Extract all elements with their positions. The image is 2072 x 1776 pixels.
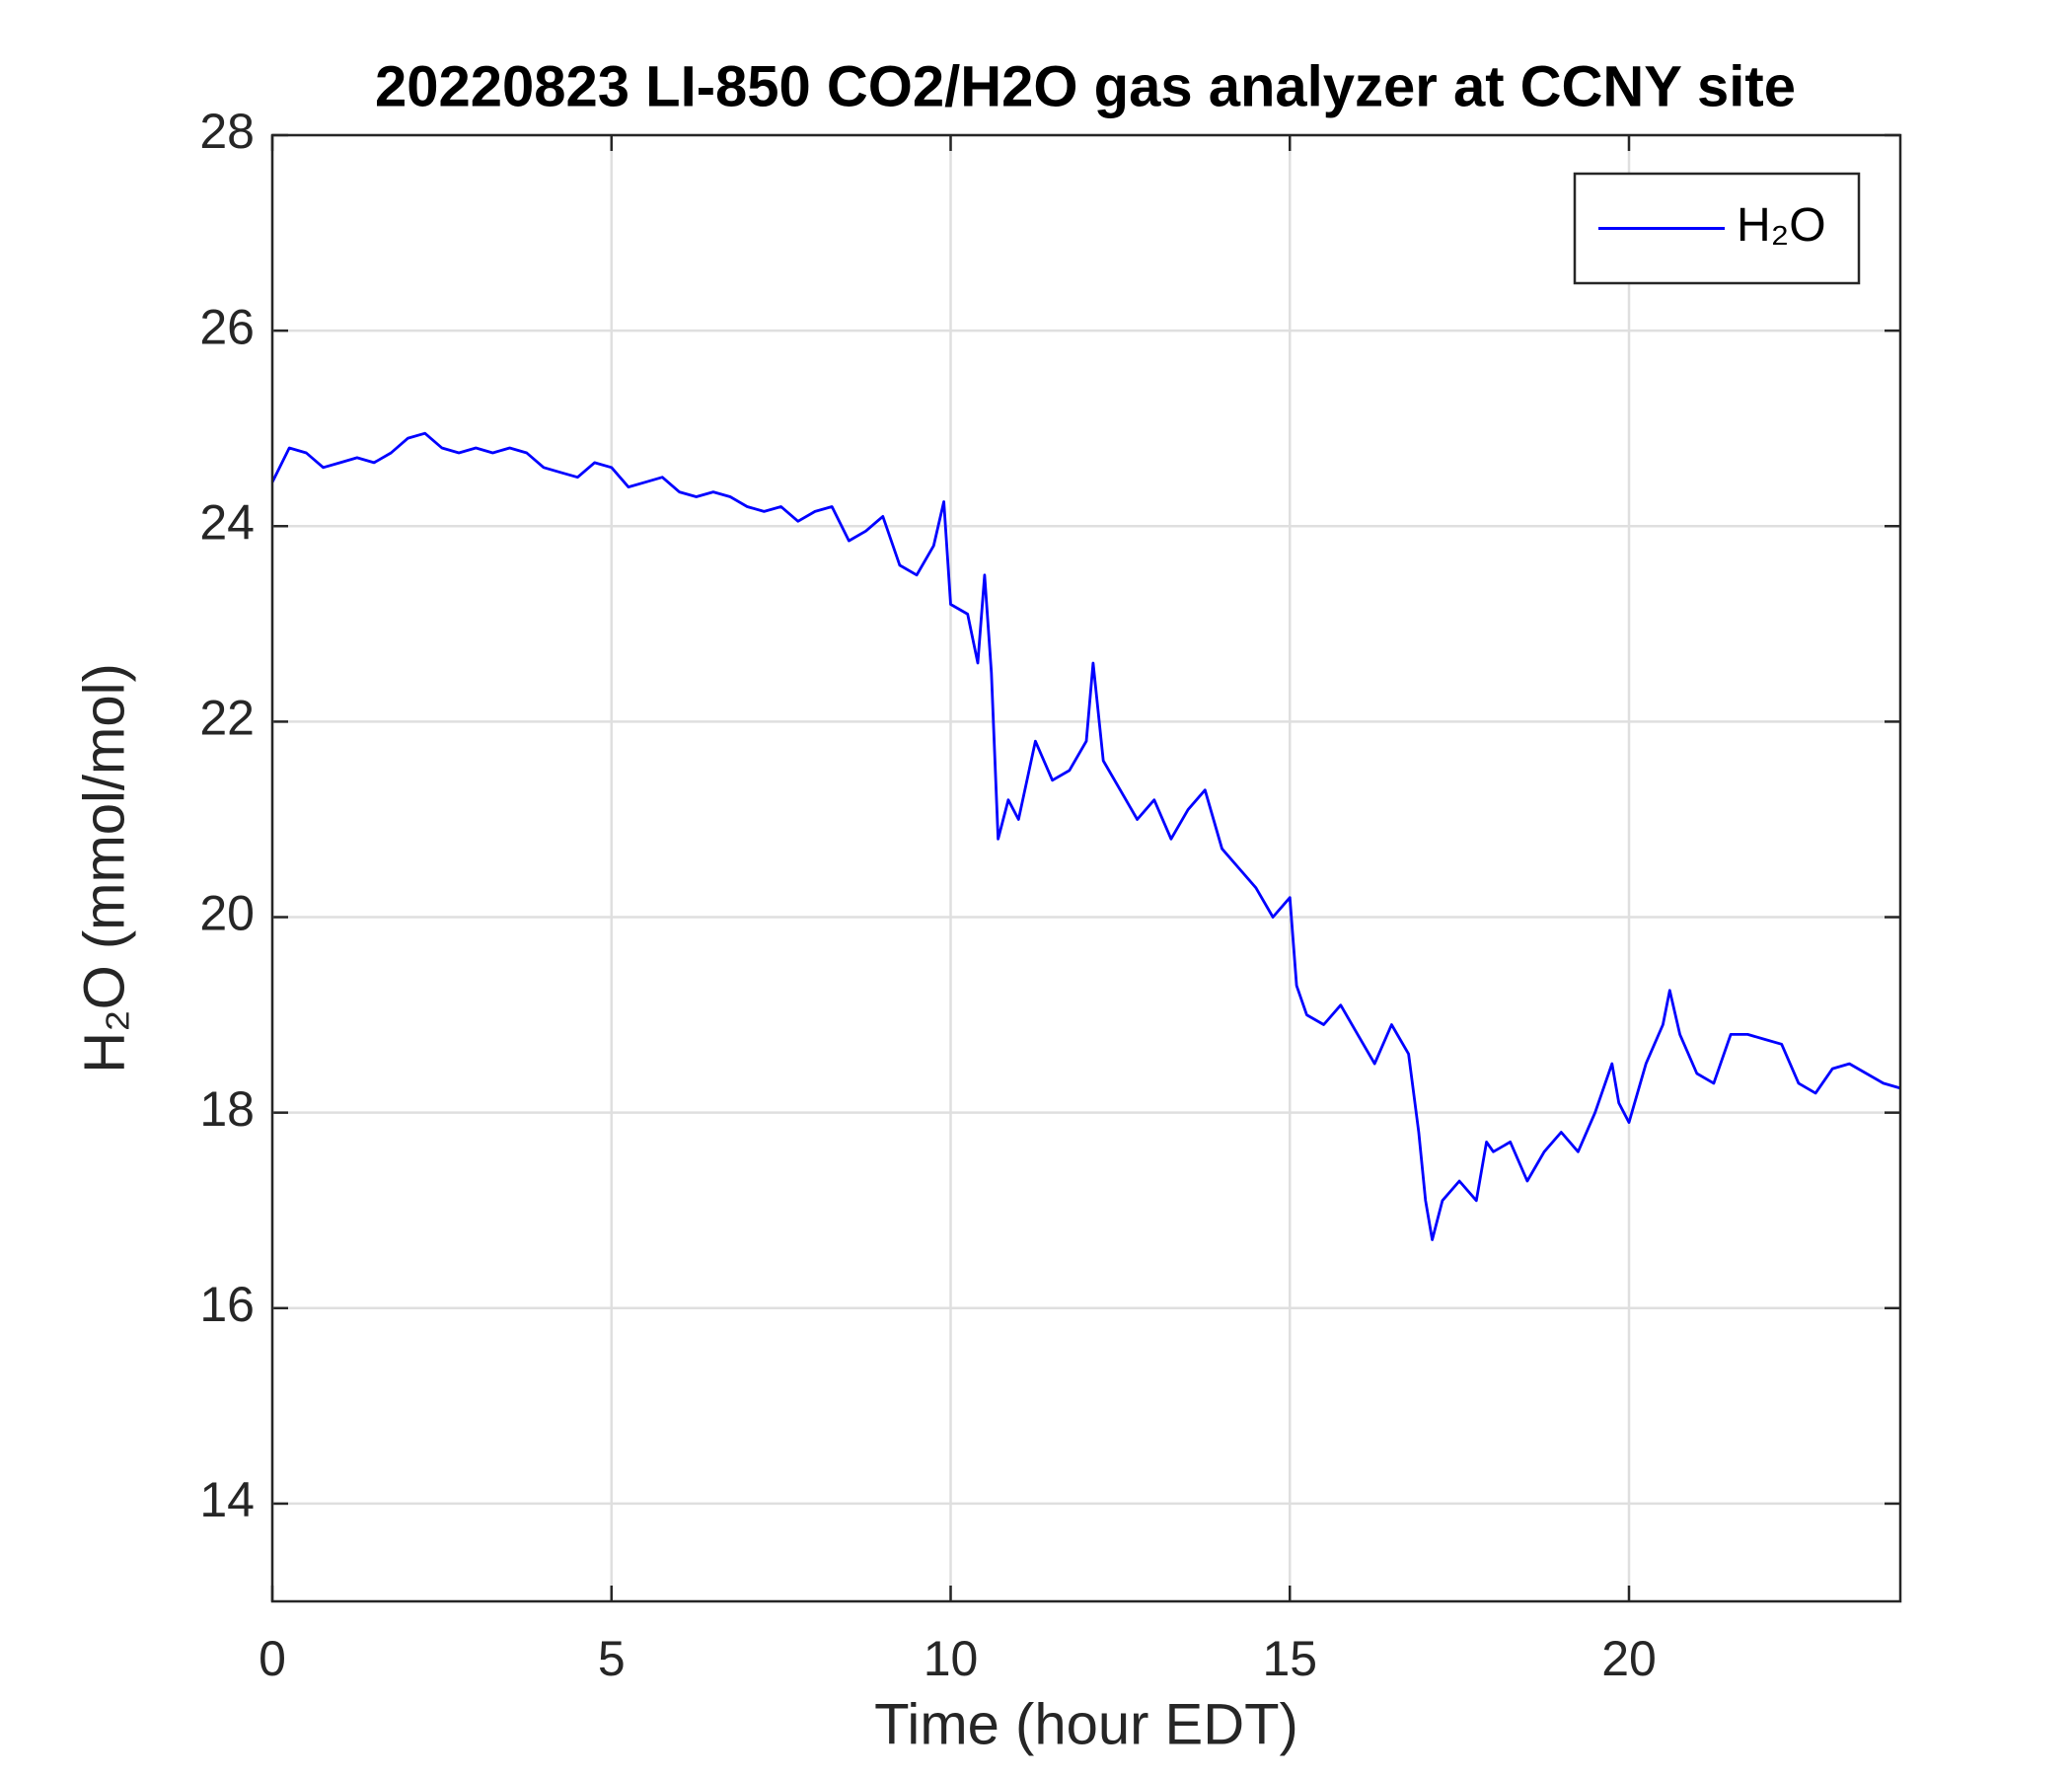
y-axis-label: H₂O (mmol/mol): [72, 663, 136, 1073]
x-tick-label: 0: [259, 1631, 286, 1686]
y-tick-label: 26: [199, 299, 255, 354]
y-tick-label: 28: [199, 104, 255, 159]
plot-area: [272, 135, 1900, 1601]
x-tick-label: 5: [598, 1631, 626, 1686]
y-tick-label: 14: [199, 1472, 255, 1527]
y-tick-label: 20: [199, 886, 255, 941]
axes-frame: [270, 133, 1902, 1603]
x-tick-label: 10: [924, 1631, 979, 1686]
x-tick-label: 20: [1601, 1631, 1657, 1686]
y-tick-label: 24: [199, 494, 255, 550]
y-tick-label: 18: [199, 1081, 255, 1137]
y-tick-label: 22: [199, 691, 255, 746]
x-axis-label: Time (hour EDT): [874, 1692, 1298, 1756]
data-line: [270, 431, 1901, 1241]
chart-title: 20220823 LI-850 CO2/H2O gas analyzer at …: [375, 54, 1796, 118]
x-tick-label: 15: [1262, 1631, 1317, 1686]
y-tick-label: 16: [199, 1277, 255, 1332]
legend-label: H₂O: [1737, 199, 1826, 252]
